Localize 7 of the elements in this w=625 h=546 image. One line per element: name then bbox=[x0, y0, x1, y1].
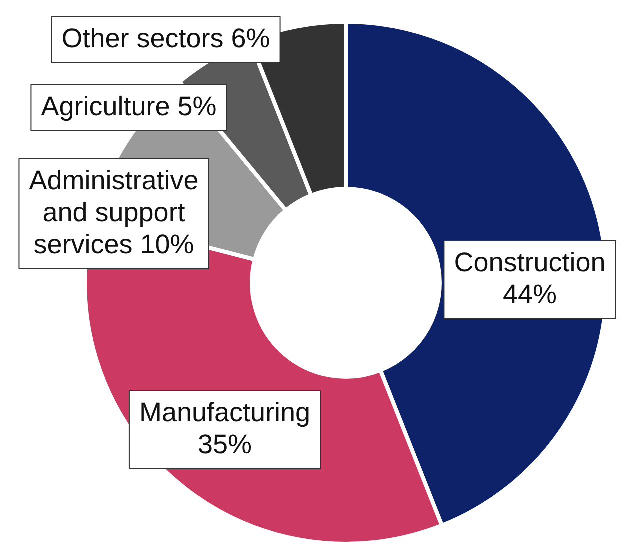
slice-label: Administrative and support services 10% bbox=[29, 165, 199, 260]
slice-label: Other sectors 6% bbox=[62, 23, 270, 54]
slice-label: Manufacturing bbox=[139, 397, 311, 428]
data-label: 44% bbox=[502, 279, 558, 310]
slice-label: Construction bbox=[454, 247, 606, 278]
slice-label: Agriculture 5% bbox=[41, 91, 217, 122]
data-label: 35% bbox=[198, 429, 252, 460]
